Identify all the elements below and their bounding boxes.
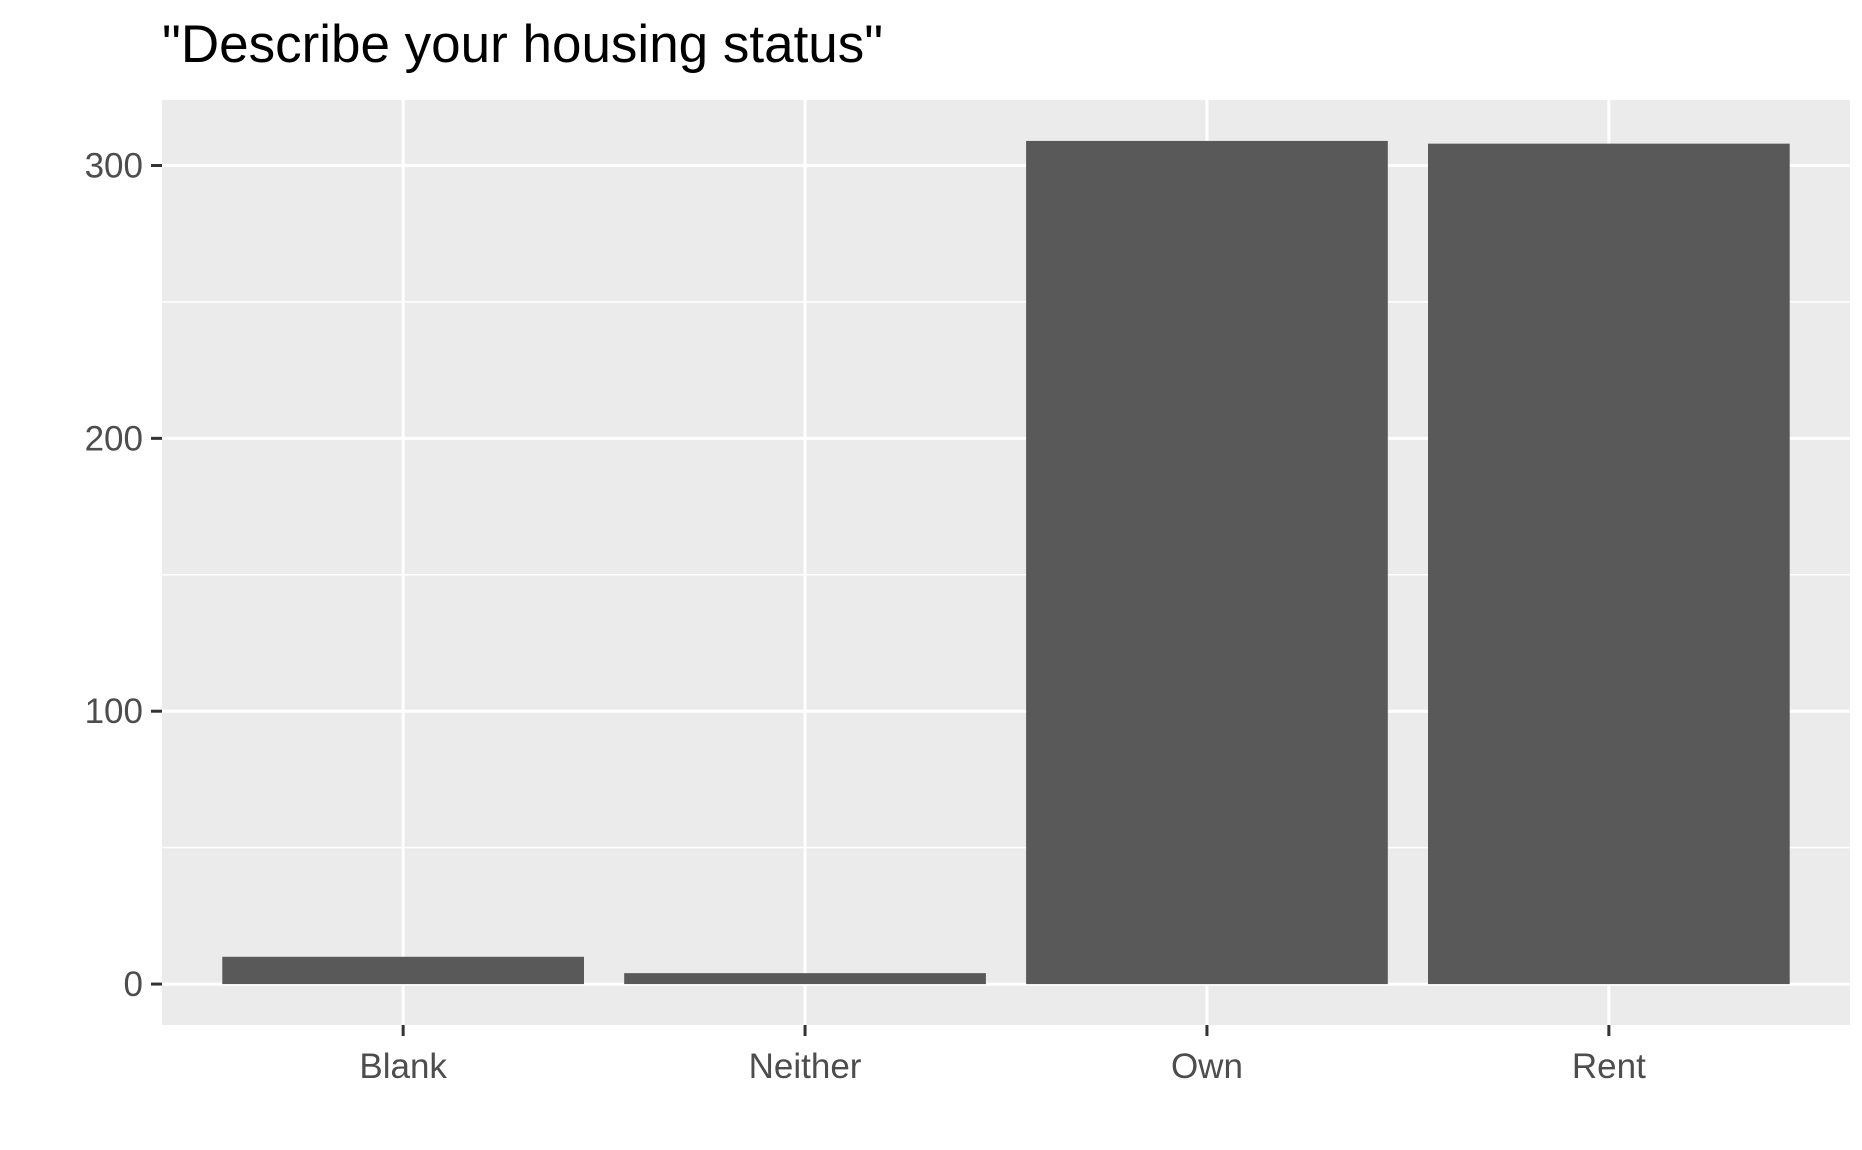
x-axis: Blank Neither Own Rent bbox=[359, 1025, 1646, 1086]
y-tick-label: 0 bbox=[124, 965, 143, 1004]
bar-rent bbox=[1428, 143, 1790, 985]
bar-neither bbox=[624, 973, 986, 985]
bars bbox=[222, 140, 1790, 985]
bar-own bbox=[1026, 140, 1388, 985]
x-tick-label: Rent bbox=[1572, 1047, 1646, 1086]
y-axis: 0 100 200 300 bbox=[85, 146, 162, 1004]
chart-title: "Describe your housing status" bbox=[162, 15, 883, 74]
x-tick-label: Neither bbox=[749, 1047, 862, 1086]
y-tick-label: 300 bbox=[85, 146, 143, 185]
y-tick-label: 200 bbox=[85, 419, 143, 458]
y-tick-label: 100 bbox=[85, 692, 143, 731]
x-tick-label: Blank bbox=[359, 1047, 447, 1086]
x-tick-label: Own bbox=[1171, 1047, 1243, 1086]
bar-blank bbox=[222, 956, 585, 985]
